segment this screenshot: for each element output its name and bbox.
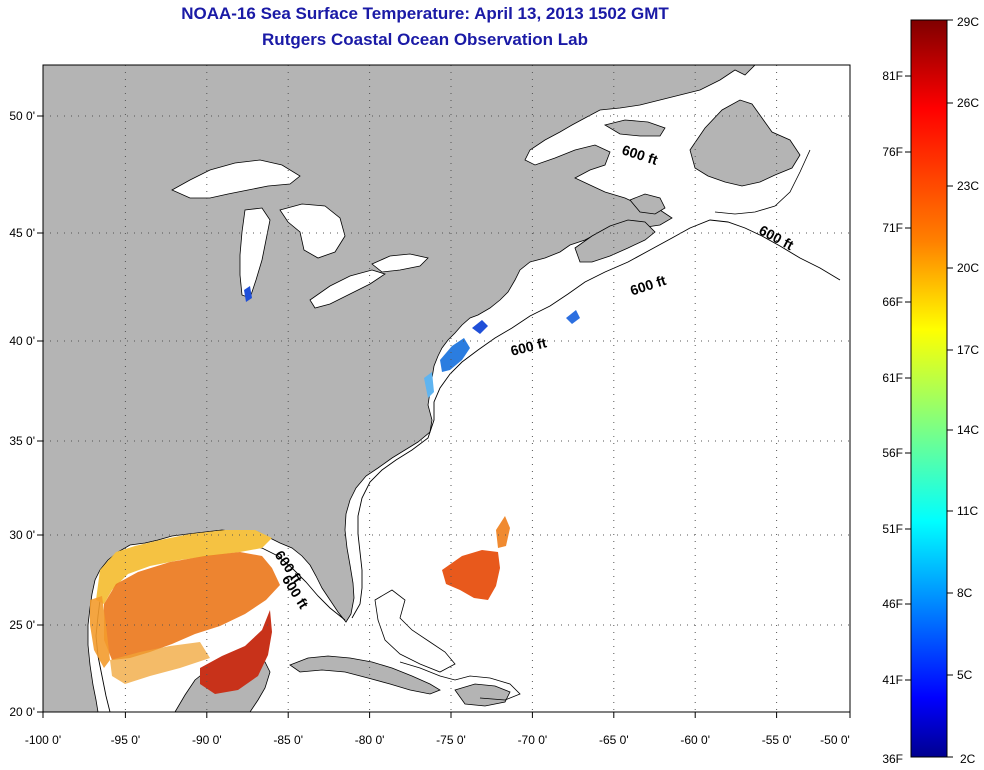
land-north-america xyxy=(43,65,756,712)
sst-gulf-west-shelf xyxy=(90,596,110,668)
sst-bay-of-campeche xyxy=(110,642,210,684)
lake-ontario xyxy=(371,253,429,273)
y-tick-label: 20 0' xyxy=(9,705,35,719)
sst-long-island-sound xyxy=(472,320,488,334)
y-tick-label: 35 0' xyxy=(9,434,35,448)
x-tick-label: -100 0' xyxy=(25,733,61,747)
sst-gulf-offshore xyxy=(104,552,280,660)
lake-erie xyxy=(309,269,386,309)
colorbar-label-f: 76F xyxy=(882,145,903,159)
y-tick-label: 40 0' xyxy=(9,334,35,348)
graticule xyxy=(43,65,850,712)
colorbar-celsius-labels: 29C 26C 23C 20C 17C 14C 11C 8C 5C 2C xyxy=(957,15,979,766)
colorbar-label-c: 26C xyxy=(957,96,979,110)
colorbar-label-f: 66F xyxy=(882,295,903,309)
colorbar-label-c: 5C xyxy=(957,668,973,682)
x-tick-label: -65 0' xyxy=(599,733,629,747)
sst-atlantic-patch-small xyxy=(496,516,510,548)
y-tick-label: 25 0' xyxy=(9,618,35,632)
colorbar-label-f: 56F xyxy=(882,446,903,460)
isobath-600ft-bahamas xyxy=(374,589,456,673)
y-tick-label: 50 0' xyxy=(9,109,35,123)
sst-chesapeake xyxy=(424,372,434,398)
colorbar-label-c: 20C xyxy=(957,261,979,275)
x-tick-label: -60 0' xyxy=(680,733,710,747)
land-cuba xyxy=(289,655,441,695)
colorbar-label-c: 14C xyxy=(957,423,979,437)
sst-gulf-coastal-warm xyxy=(96,530,272,604)
isobath-600ft-atlantic xyxy=(351,219,841,619)
colorbar-ticks xyxy=(905,19,953,758)
sst-atlantic-patch xyxy=(442,550,500,600)
x-tick-label: -70 0' xyxy=(518,733,548,747)
x-tick-label: -90 0' xyxy=(192,733,222,747)
colorbar-label-c: 2C xyxy=(960,752,976,766)
x-tick-label: -50 0' xyxy=(820,733,850,747)
lake-michigan xyxy=(239,207,271,299)
land-hispaniola xyxy=(454,683,511,707)
chart-subtitle: Rutgers Coastal Ocean Observation Lab xyxy=(262,30,588,49)
colorbar-label-f: 46F xyxy=(882,597,903,611)
sst-lake-michigan xyxy=(244,286,252,302)
axis-ticks xyxy=(37,115,851,718)
isobath-600ft-labrador xyxy=(714,149,811,215)
chart-title: NOAA-16 Sea Surface Temperature: April 1… xyxy=(181,4,669,23)
colorbar-label-c: 17C xyxy=(957,343,979,357)
x-tick-label: -85 0' xyxy=(273,733,303,747)
y-tick-label: 30 0' xyxy=(9,528,35,542)
y-axis-labels: 20 0' 25 0' 30 0' 35 0' 40 0' 45 0' 50 0… xyxy=(9,109,35,719)
land-cape-breton xyxy=(629,193,666,215)
x-axis-labels: -100 0' -95 0' -90 0' -85 0' -80 0' -75 … xyxy=(25,733,850,747)
colorbar-label-c: 8C xyxy=(957,586,973,600)
lake-huron xyxy=(279,203,346,259)
x-tick-label: -75 0' xyxy=(436,733,466,747)
colorbar-label-c: 11C xyxy=(957,504,978,518)
colorbar-label-f: 61F xyxy=(882,371,903,385)
sst-mid-atlantic-bight xyxy=(440,338,470,372)
colorbar-label-f: 71F xyxy=(882,221,903,235)
colorbar-label-f: 41F xyxy=(882,673,903,687)
x-tick-label: -55 0' xyxy=(762,733,792,747)
colorbar-fahrenheit-labels: 81F 76F 71F 66F 61F 56F 51F 46F 41F 36F xyxy=(882,69,903,766)
sst-yucatan-channel xyxy=(200,610,272,694)
colorbar-label-c: 29C xyxy=(957,15,979,29)
land-anticosti xyxy=(603,119,666,137)
x-tick-label: -95 0' xyxy=(111,733,141,747)
land-nova-scotia xyxy=(574,219,656,263)
colorbar xyxy=(910,19,948,758)
isobath-600ft-caribbean xyxy=(399,661,521,701)
x-tick-label: -80 0' xyxy=(355,733,385,747)
sst-georges-bank xyxy=(566,310,580,324)
land-newfoundland xyxy=(689,99,801,187)
colorbar-label-f: 81F xyxy=(882,69,903,83)
colorbar-label-f: 51F xyxy=(882,522,903,536)
colorbar-label-f: 36F xyxy=(882,752,903,766)
lake-superior xyxy=(171,159,301,199)
y-tick-label: 45 0' xyxy=(9,226,35,240)
map-frame xyxy=(42,64,851,713)
colorbar-label-c: 23C xyxy=(957,179,979,193)
